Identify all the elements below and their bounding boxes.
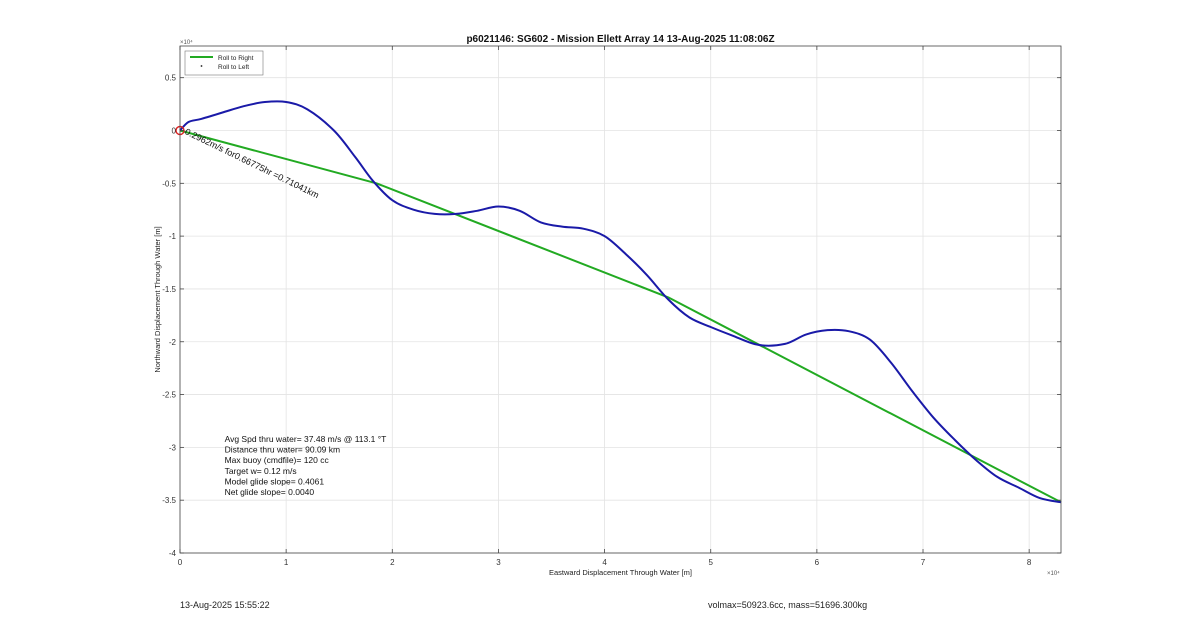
x-tick-label: 6 bbox=[815, 558, 820, 567]
x-tick-label: 5 bbox=[708, 558, 713, 567]
footer-mass-info: volmax=50923.6cc, mass=51696.300kg bbox=[708, 600, 868, 610]
y-tick-label: -1.5 bbox=[162, 285, 176, 294]
y-tick-label: -3 bbox=[169, 443, 177, 452]
series-line-1 bbox=[179, 100, 1062, 504]
x-tick-label: 8 bbox=[1027, 558, 1032, 567]
legend-label: Roll to Right bbox=[218, 55, 254, 62]
y-tick-label: -0.5 bbox=[162, 179, 176, 188]
stats-line: Distance thru water= 90.09 km bbox=[225, 445, 341, 455]
y-tick-label: -3.5 bbox=[162, 496, 176, 505]
x-axis-multiplier: ×10⁴ bbox=[1047, 570, 1060, 577]
y-tick-label: -4 bbox=[169, 549, 177, 558]
legend-label: Roll to Left bbox=[218, 64, 249, 71]
x-tick-label: 7 bbox=[921, 558, 926, 567]
y-axis: 0.5 0 -0.5 -1 -1.5 -2 -2.5 -3 -3.5 -4 bbox=[162, 74, 1061, 558]
y-axis-label: Northward Displacement Through Water [m] bbox=[153, 226, 162, 372]
legend-swatch-dot bbox=[200, 65, 203, 67]
series-line-0 bbox=[179, 129, 1062, 504]
y-tick-label: -2.5 bbox=[162, 391, 176, 400]
x-tick-label: 0 bbox=[178, 558, 183, 567]
stats-line: Max buoy (cmdfile)= 120 cc bbox=[225, 455, 330, 465]
stats-line: Target w= 0.12 m/s bbox=[225, 466, 297, 476]
y-axis-multiplier: ×10⁴ bbox=[180, 39, 193, 46]
x-tick-label: 2 bbox=[390, 558, 395, 567]
x-axis: 0 1 2 3 4 5 6 7 8 bbox=[178, 46, 1032, 567]
legend-box bbox=[184, 50, 264, 76]
legend: Roll to Right Roll to Left bbox=[184, 50, 264, 76]
stats-line: Net glide slope= 0.0040 bbox=[225, 487, 315, 497]
footer-timestamp: 13-Aug-2025 15:55:22 bbox=[180, 600, 270, 610]
x-axis-label: Eastward Displacement Through Water [m] bbox=[549, 568, 692, 577]
y-tick-label: -2 bbox=[169, 338, 177, 347]
series-layer bbox=[179, 100, 1062, 504]
x-tick-label: 4 bbox=[602, 558, 607, 567]
axes-frame bbox=[179, 45, 1062, 554]
stats-line: Avg Spd thru water= 37.48 m/s @ 113.1 °T bbox=[225, 434, 387, 444]
x-tick-label: 3 bbox=[496, 558, 501, 567]
y-tick-label: -1 bbox=[169, 232, 177, 241]
chart-title: p6021146: SG602 - Mission Ellett Array 1… bbox=[466, 34, 774, 45]
y-tick-label: 0.5 bbox=[165, 74, 177, 83]
x-tick-label: 1 bbox=[284, 558, 289, 567]
stats-line: Model glide slope= 0.4061 bbox=[225, 476, 325, 486]
y-tick-label: 0 bbox=[172, 127, 177, 136]
